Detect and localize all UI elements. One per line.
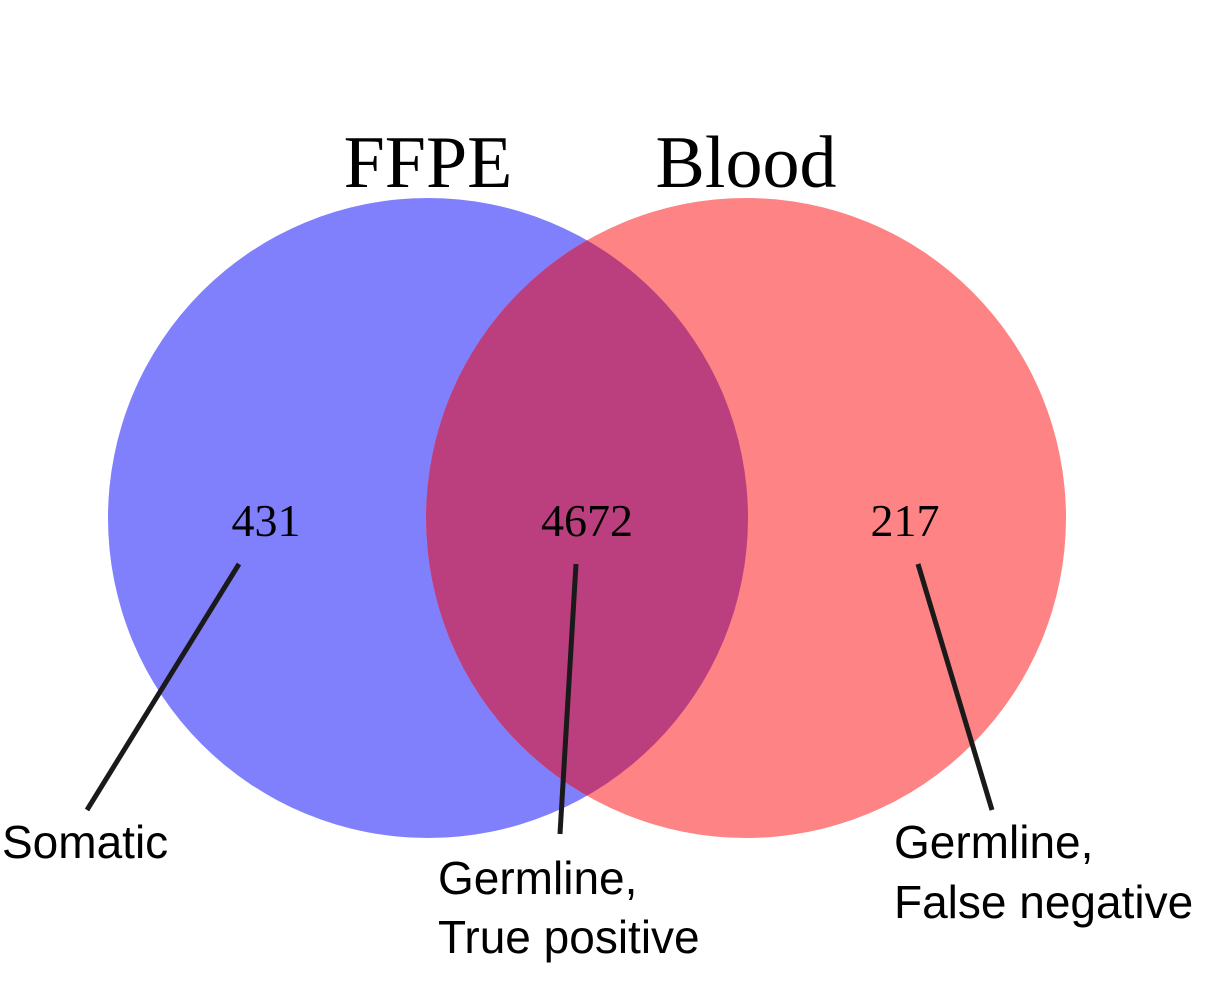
blood-title: Blood bbox=[656, 122, 837, 204]
intersection-count: 4672 bbox=[541, 495, 633, 546]
false-negative-label-line1: Germline, bbox=[894, 816, 1093, 868]
false-negative-label-line2: False negative bbox=[894, 876, 1193, 928]
true-positive-label-line2: True positive bbox=[438, 911, 700, 963]
true-positive-leader-line bbox=[557, 563, 579, 835]
intersection-region bbox=[426, 198, 748, 838]
somatic-label: Somatic bbox=[2, 816, 168, 868]
false-negative-leader-line bbox=[915, 563, 995, 811]
true-positive-label-line1: Germline, bbox=[438, 852, 637, 904]
somatic-leader-line bbox=[84, 562, 242, 812]
blood-only-count: 217 bbox=[871, 495, 940, 546]
ffpe-title: FFPE bbox=[344, 122, 513, 204]
ffpe-only-count: 431 bbox=[232, 495, 301, 546]
